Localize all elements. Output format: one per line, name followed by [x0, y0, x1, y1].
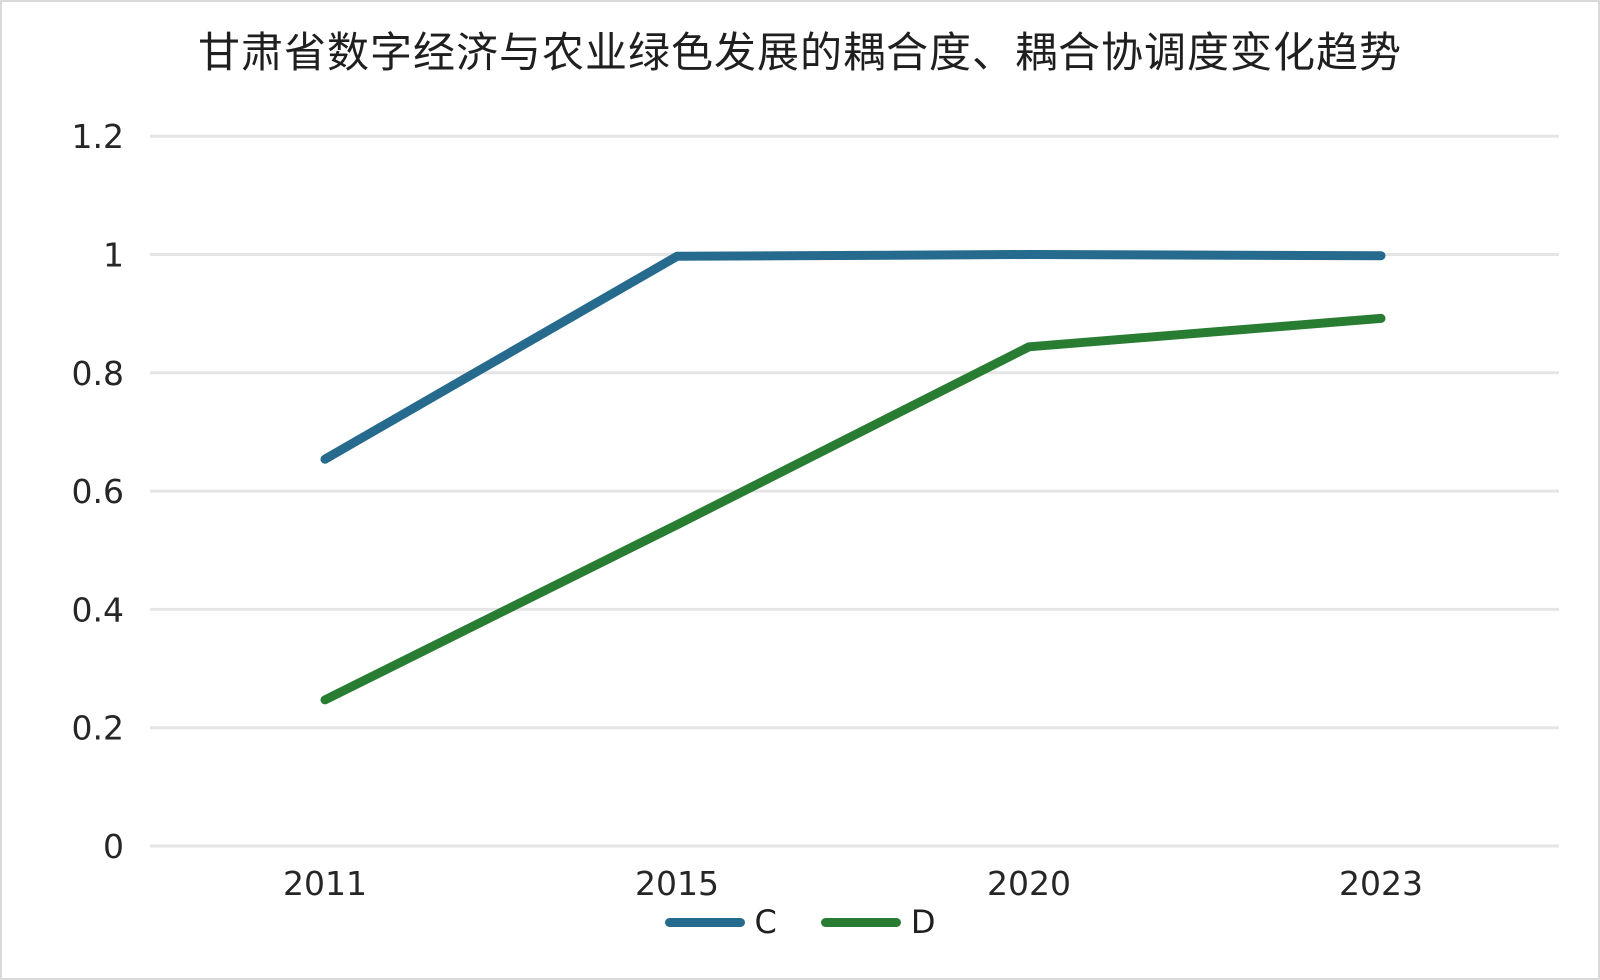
x-tick-label: 2015: [635, 864, 719, 903]
x-tick-label: 2011: [283, 864, 367, 903]
y-tick-label: 0.8: [72, 354, 124, 393]
series-d-swatch: [820, 917, 901, 927]
x-tick-label: 2020: [987, 864, 1071, 903]
y-tick-label: 0.2: [72, 709, 124, 748]
legend-label-d: D: [910, 903, 936, 941]
legend: C D: [2, 904, 1598, 940]
y-tick-label: 1.2: [72, 117, 124, 156]
chart-title: 甘肃省数字经济与农业绿色发展的耦合度、耦合协调度变化趋势: [197, 28, 1402, 77]
legend-item-c: C: [664, 903, 777, 941]
y-tick-label: 0.4: [72, 590, 124, 629]
y-tick-label: 1: [103, 236, 124, 275]
legend-label-c: C: [754, 903, 777, 941]
y-tick-label: 0.6: [72, 472, 124, 511]
series-c-swatch: [664, 917, 745, 927]
series-line-c: [320, 250, 1386, 464]
x-tick-label: 2023: [1339, 864, 1423, 903]
legend-item-d: D: [820, 903, 936, 941]
y-tick-label: 0: [103, 827, 124, 866]
series-line-d: [320, 313, 1386, 705]
